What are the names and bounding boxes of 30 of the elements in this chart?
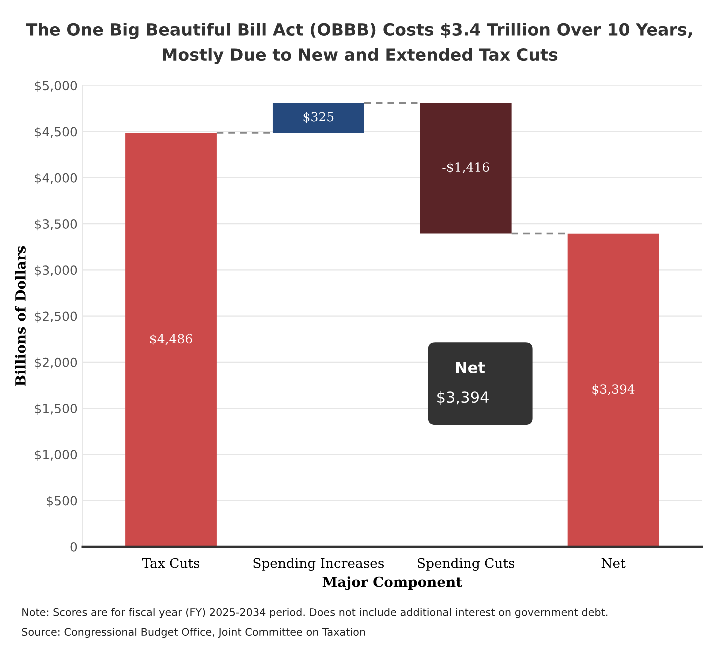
y-tick-label: $2,000 (35, 358, 78, 370)
x-tick-label: Net (602, 558, 626, 568)
bar (420, 103, 512, 234)
x-tick-label: Spending Cuts (418, 558, 515, 572)
y-tick-label: $1,500 (35, 404, 78, 416)
y-tick-label: $4,500 (35, 127, 78, 138)
bar (272, 103, 364, 134)
y-axis-title: Billions of Dollars (15, 246, 26, 386)
y-tick-label: $500 (47, 496, 78, 508)
data-label: -$1,416 (442, 162, 490, 174)
x-tick-label: Spending Increases (254, 558, 384, 572)
annotation: $3,394 (438, 391, 489, 406)
y-tick-label: $3,500 (35, 219, 78, 231)
data-label: $4,486 (150, 334, 192, 346)
data-label: $325 (304, 112, 334, 124)
y-tick-label: $3,000 (35, 265, 78, 277)
text: Note: Scores are for fiscal year (FY) 2025-2034 period. Does not include additional interest on government debt. (22, 608, 608, 618)
y-tick-label: 0 (70, 542, 78, 552)
annotation: Net (456, 362, 486, 374)
bar (568, 234, 660, 547)
y-tick-label: $5,000 (35, 80, 78, 92)
chart-title: The One Big Beautiful Bill Act (OBBB) Costs $3.4 Trillion Over 10 Years, Mostly Due to New and Extended Tax Cuts (26, 23, 692, 64)
x-tick-label: Tax Cuts (142, 558, 200, 568)
y-tick-label: $2,500 (35, 312, 78, 323)
y-tick-label: $4,000 (35, 173, 78, 185)
bar (126, 133, 217, 547)
data-label: $3,394 (592, 384, 635, 396)
y-tick-label: $1,000 (35, 450, 78, 462)
source-note: Source: Congressional Budget Office, Joint Committee on Taxation (22, 628, 366, 638)
x-axis-title: Major Component (322, 576, 462, 590)
